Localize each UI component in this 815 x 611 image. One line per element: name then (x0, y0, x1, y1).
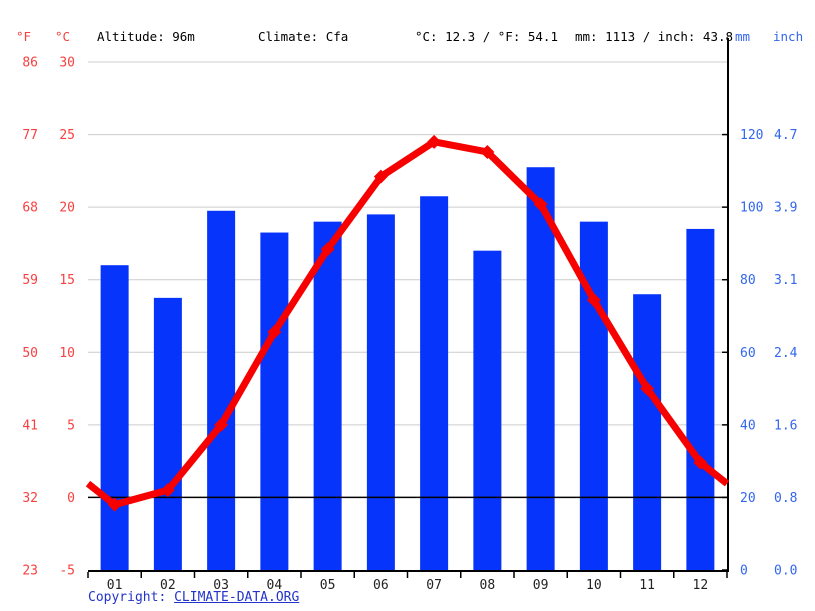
c-axis-label: 25 (59, 128, 75, 143)
c-axis-label: 10 (59, 346, 75, 361)
precip-bar-12 (686, 228, 715, 570)
precip-bar-09 (526, 167, 555, 570)
climate-data-org-link[interactable]: CLIMATE-DATA.ORG (174, 590, 300, 605)
temperature-line (85, 138, 730, 509)
month-label-08: 08 (480, 578, 496, 593)
precip-bar-08 (473, 250, 502, 570)
precip-bar-04 (260, 232, 289, 571)
f-axis-label: 59 (22, 273, 38, 288)
temperature-marker-01 (107, 497, 122, 512)
f-axis-label: 41 (22, 418, 38, 433)
month-label-05: 05 (320, 578, 336, 593)
temperature-marker-03 (214, 417, 229, 432)
temperature-marker-11 (640, 381, 655, 396)
precip-bar-02 (153, 297, 182, 570)
mm-axis-label: 40 (740, 418, 756, 433)
temperature-marker-08 (480, 144, 495, 159)
month-label-04: 04 (267, 578, 283, 593)
precip-bar-05 (313, 221, 342, 570)
c-axis-label: 0 (67, 491, 75, 506)
c-axis-label: 5 (67, 418, 75, 433)
celsius-unit-toggle[interactable]: °C (55, 29, 71, 44)
month-label-10: 10 (586, 578, 602, 593)
month-label-01: 01 (107, 578, 123, 593)
mm-axis-label: 60 (740, 346, 756, 361)
precip-bar-06 (366, 214, 395, 570)
inch-axis-label: 4.7 (774, 128, 797, 143)
c-axis-label: 20 (59, 201, 75, 216)
c-axis-label: 30 (59, 56, 75, 71)
temperature-marker-02 (160, 483, 175, 498)
f-axis-label: 23 (22, 564, 38, 579)
mm-axis-label: 100 (740, 201, 763, 216)
precip-bar-11 (633, 294, 662, 570)
mm-axis-label: 0 (740, 564, 748, 579)
temperature-marker-12 (693, 455, 708, 470)
inch-axis-label: 3.9 (774, 201, 797, 216)
c-axis-label: 15 (59, 273, 75, 288)
f-axis-label: 77 (22, 128, 38, 143)
precip-bar-03 (207, 210, 236, 570)
month-label-07: 07 (426, 578, 442, 593)
month-label-11: 11 (639, 578, 655, 593)
temperature-marker-09 (533, 197, 548, 212)
mm-axis-label: 80 (740, 273, 756, 288)
temperature-marker-07 (427, 134, 442, 149)
month-label-06: 06 (373, 578, 389, 593)
temperature-marker-06 (373, 169, 388, 184)
precipitation-summary: mm: 1113 / inch: 43.8 (575, 29, 734, 44)
mm-unit-toggle[interactable]: mm (735, 29, 751, 44)
month-label-09: 09 (533, 578, 549, 593)
precip-bar-07 (420, 196, 449, 570)
climate-class-label: Climate: Cfa (258, 29, 349, 44)
month-label-02: 02 (160, 578, 176, 593)
temperature-summary: °C: 12.3 / °F: 54.1 (415, 29, 558, 44)
temperature-marker-04 (267, 324, 282, 339)
fahrenheit-unit-toggle[interactable]: °F (16, 29, 32, 44)
temperature-marker-10 (586, 293, 601, 308)
f-axis-label: 86 (22, 56, 38, 71)
inch-axis-label: 3.1 (774, 273, 797, 288)
month-label-12: 12 (693, 578, 709, 593)
precip-bar-10 (579, 221, 608, 570)
copyright-line: Copyright: CLIMATE-DATA.ORG (88, 590, 299, 605)
temperature-marker-05 (320, 242, 335, 257)
inch-axis-label: 2.4 (774, 346, 798, 361)
inch-axis-label: 0.0 (774, 564, 797, 579)
precip-bar-01 (100, 265, 129, 570)
month-label-03: 03 (213, 578, 229, 593)
inch-axis-label: 0.8 (774, 491, 797, 506)
inch-axis-label: 1.6 (774, 418, 797, 433)
altitude-label: Altitude: 96m (97, 29, 195, 44)
f-axis-label: 32 (22, 491, 38, 506)
inch-unit-toggle[interactable]: inch (773, 29, 804, 44)
c-axis-label: -5 (59, 564, 75, 579)
copyright-label: Copyright: (88, 590, 175, 605)
f-axis-label: 50 (22, 346, 38, 361)
mm-axis-label: 20 (740, 491, 756, 506)
f-axis-label: 68 (22, 201, 38, 216)
mm-axis-label: 120 (740, 128, 763, 143)
